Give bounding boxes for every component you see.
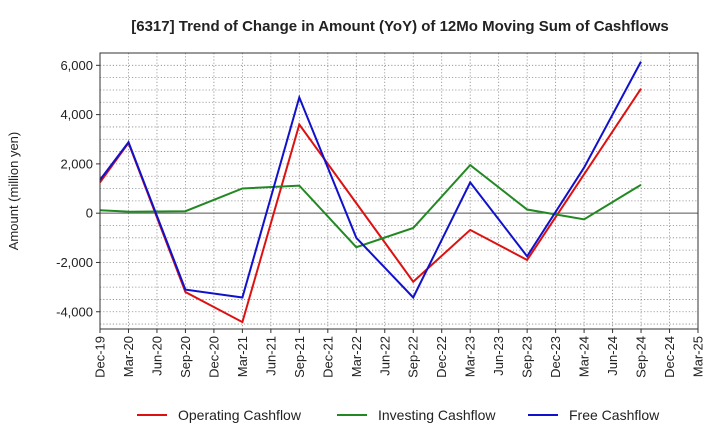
x-tick-labels: Dec-19 Mar-20 Jun-20 Sep-20 Dec-20 Mar-21 Jun-… — [93, 329, 706, 378]
chart-title: [6317] Trend of Change in Amount (YoY) o… — [131, 18, 669, 35]
y-tick-label: 0 — [86, 206, 93, 221]
x-tick-label: Sep-22 — [406, 336, 421, 378]
y-tick-label: -4,000 — [56, 304, 93, 319]
legend: Operating Cashflow Investing Cashflow Free… — [137, 407, 660, 423]
grid — [99, 52, 699, 329]
y-tick-label: 2,000 — [60, 156, 93, 171]
y-tick-label: 6,000 — [60, 58, 93, 73]
x-tick-label: Mar-25 — [691, 336, 706, 377]
x-tick-label: Mar-23 — [463, 336, 478, 377]
x-tick-label: Dec-20 — [206, 336, 221, 378]
x-tick-label: Sep-24 — [634, 336, 649, 378]
x-tick-label: Mar-22 — [349, 336, 364, 377]
y-tick-label: 4,000 — [60, 107, 93, 122]
y-tick-label: -2,000 — [56, 255, 93, 270]
x-tick-label: Sep-20 — [178, 336, 193, 378]
x-tick-label: Sep-21 — [292, 336, 307, 378]
y-tick-labels: -4,000 -2,000 0 2,000 4,000 6,000 — [56, 58, 100, 319]
x-tick-label: Mar-24 — [577, 336, 592, 377]
legend-label: Free Cashflow — [569, 407, 660, 423]
legend-label: Investing Cashflow — [378, 407, 496, 423]
series-line — [99, 163, 642, 249]
x-tick-label: Dec-22 — [434, 336, 449, 378]
series-line — [99, 61, 642, 300]
x-tick-label: Jun-23 — [491, 336, 506, 376]
x-tick-label: Mar-21 — [235, 336, 250, 377]
x-tick-label: Mar-20 — [121, 336, 136, 377]
y-axis-label: Amount (million yen) — [6, 132, 21, 251]
x-tick-label: Dec-24 — [662, 336, 677, 378]
x-tick-label: Sep-23 — [520, 336, 535, 378]
x-tick-label: Jun-24 — [605, 336, 620, 376]
plot-frame — [99, 52, 699, 330]
x-tick-label: Dec-23 — [548, 336, 563, 378]
x-tick-label: Dec-21 — [320, 336, 335, 378]
x-tick-label: Jun-22 — [377, 336, 392, 376]
x-tick-label: Jun-21 — [263, 336, 278, 376]
x-tick-label: Jun-20 — [149, 336, 164, 376]
series-layer — [99, 61, 642, 324]
x-tick-label: Dec-19 — [93, 336, 108, 378]
legend-label: Operating Cashflow — [178, 407, 302, 423]
